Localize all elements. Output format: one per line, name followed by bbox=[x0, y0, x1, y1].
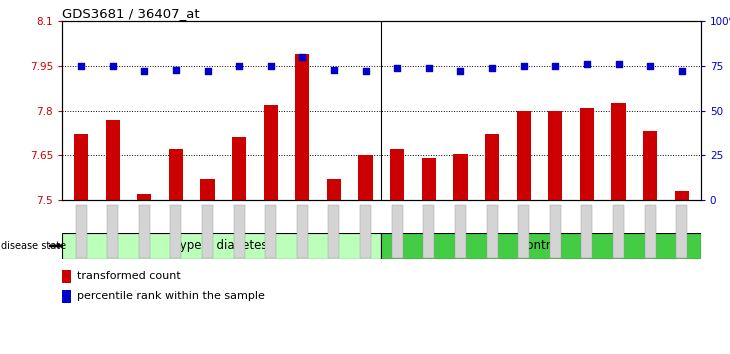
Point bbox=[360, 68, 372, 74]
Bar bbox=[580, 108, 594, 200]
Bar bbox=[675, 191, 689, 200]
Text: disease state: disease state bbox=[1, 241, 66, 251]
Point bbox=[645, 63, 656, 69]
Bar bbox=[358, 155, 373, 200]
Bar bbox=[548, 110, 562, 200]
Bar bbox=[612, 103, 626, 200]
Point bbox=[518, 63, 529, 69]
Bar bbox=[295, 54, 310, 200]
Bar bbox=[201, 179, 215, 200]
Point bbox=[75, 63, 87, 69]
Point bbox=[423, 65, 434, 70]
Point bbox=[455, 68, 466, 74]
Bar bbox=[381, 233, 701, 259]
Point bbox=[201, 68, 213, 74]
Bar bbox=[264, 105, 278, 200]
Bar bbox=[106, 120, 120, 200]
Bar bbox=[643, 131, 657, 200]
Bar bbox=[453, 154, 468, 200]
Point bbox=[550, 63, 561, 69]
Bar bbox=[422, 158, 436, 200]
Text: type 2 diabetes: type 2 diabetes bbox=[175, 239, 268, 252]
Text: GDS3681 / 36407_at: GDS3681 / 36407_at bbox=[62, 7, 200, 20]
Point bbox=[676, 68, 688, 74]
Point bbox=[612, 61, 624, 67]
Bar bbox=[74, 135, 88, 200]
Point bbox=[328, 67, 340, 72]
Bar bbox=[327, 179, 341, 200]
Point bbox=[581, 61, 593, 67]
Bar bbox=[517, 110, 531, 200]
Bar bbox=[485, 135, 499, 200]
Point bbox=[391, 65, 403, 70]
Bar bbox=[232, 137, 246, 200]
Bar bbox=[390, 149, 404, 200]
Point bbox=[265, 63, 277, 69]
Point bbox=[107, 63, 118, 69]
Point bbox=[296, 54, 308, 60]
Point bbox=[170, 67, 182, 72]
Text: control: control bbox=[520, 239, 561, 252]
Point bbox=[234, 63, 245, 69]
Bar bbox=[169, 149, 183, 200]
Point bbox=[139, 68, 150, 74]
Text: transformed count: transformed count bbox=[77, 272, 180, 281]
Point bbox=[486, 65, 498, 70]
Text: percentile rank within the sample: percentile rank within the sample bbox=[77, 291, 264, 301]
Bar bbox=[62, 233, 381, 259]
Bar bbox=[137, 194, 151, 200]
